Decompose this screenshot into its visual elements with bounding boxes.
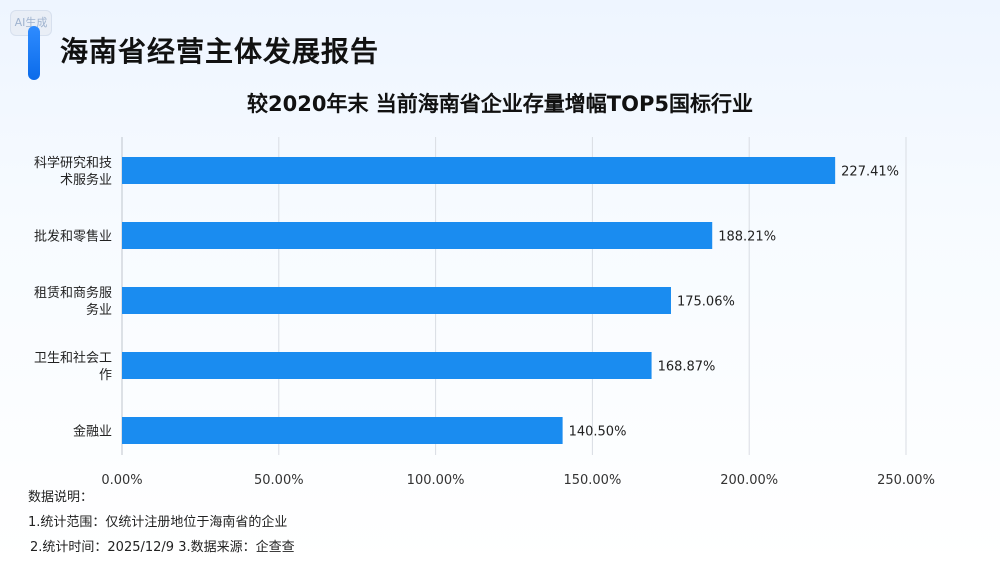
bar-value-label: 227.41% — [841, 165, 899, 180]
bar — [122, 222, 713, 249]
chart-title: 较2020年末 当前海南省企业存量增幅TOP5国标行业 — [247, 92, 753, 116]
page-title: 海南省经营主体发展报告 — [60, 35, 380, 68]
bar — [122, 287, 671, 314]
x-tick-label: 150.00% — [563, 473, 621, 488]
x-tick-label: 50.00% — [254, 473, 304, 488]
category-label: 术服务业 — [60, 172, 112, 188]
category-label: 务业 — [86, 302, 112, 318]
bar — [122, 157, 836, 184]
bar — [122, 417, 563, 444]
notes-heading: 数据说明： — [28, 490, 94, 505]
x-tick-label: 200.00% — [720, 473, 778, 488]
category-label: 科学研究和技 — [34, 155, 112, 171]
x-tick-label: 250.00% — [877, 473, 935, 488]
bar-value-label: 140.50% — [569, 425, 627, 440]
bar-value-label: 188.21% — [718, 230, 776, 245]
title-accent-bar — [28, 26, 40, 80]
bar-value-label: 168.87% — [658, 360, 716, 375]
bar — [122, 352, 652, 379]
notes-line-time-source: 2.统计时间：2025/12/9 3.数据来源：企查查 — [30, 540, 295, 555]
x-tick-label: 100.00% — [407, 473, 465, 488]
notes-line-scope: 1.统计范围：仅统计注册地位于海南省的企业 — [28, 515, 288, 530]
category-label: 批发和零售业 — [34, 229, 112, 245]
bar-value-label: 175.06% — [677, 295, 735, 310]
category-label: 金融业 — [73, 424, 112, 440]
category-label: 卫生和社会工 — [34, 350, 112, 366]
data-notes: 数据说明： 1.统计范围：仅统计注册地位于海南省的企业 2.统计时间：2025/… — [28, 486, 295, 561]
category-label: 租赁和商务服 — [34, 285, 112, 301]
category-label: 作 — [99, 368, 112, 383]
x-tick-label: 0.00% — [101, 473, 142, 488]
